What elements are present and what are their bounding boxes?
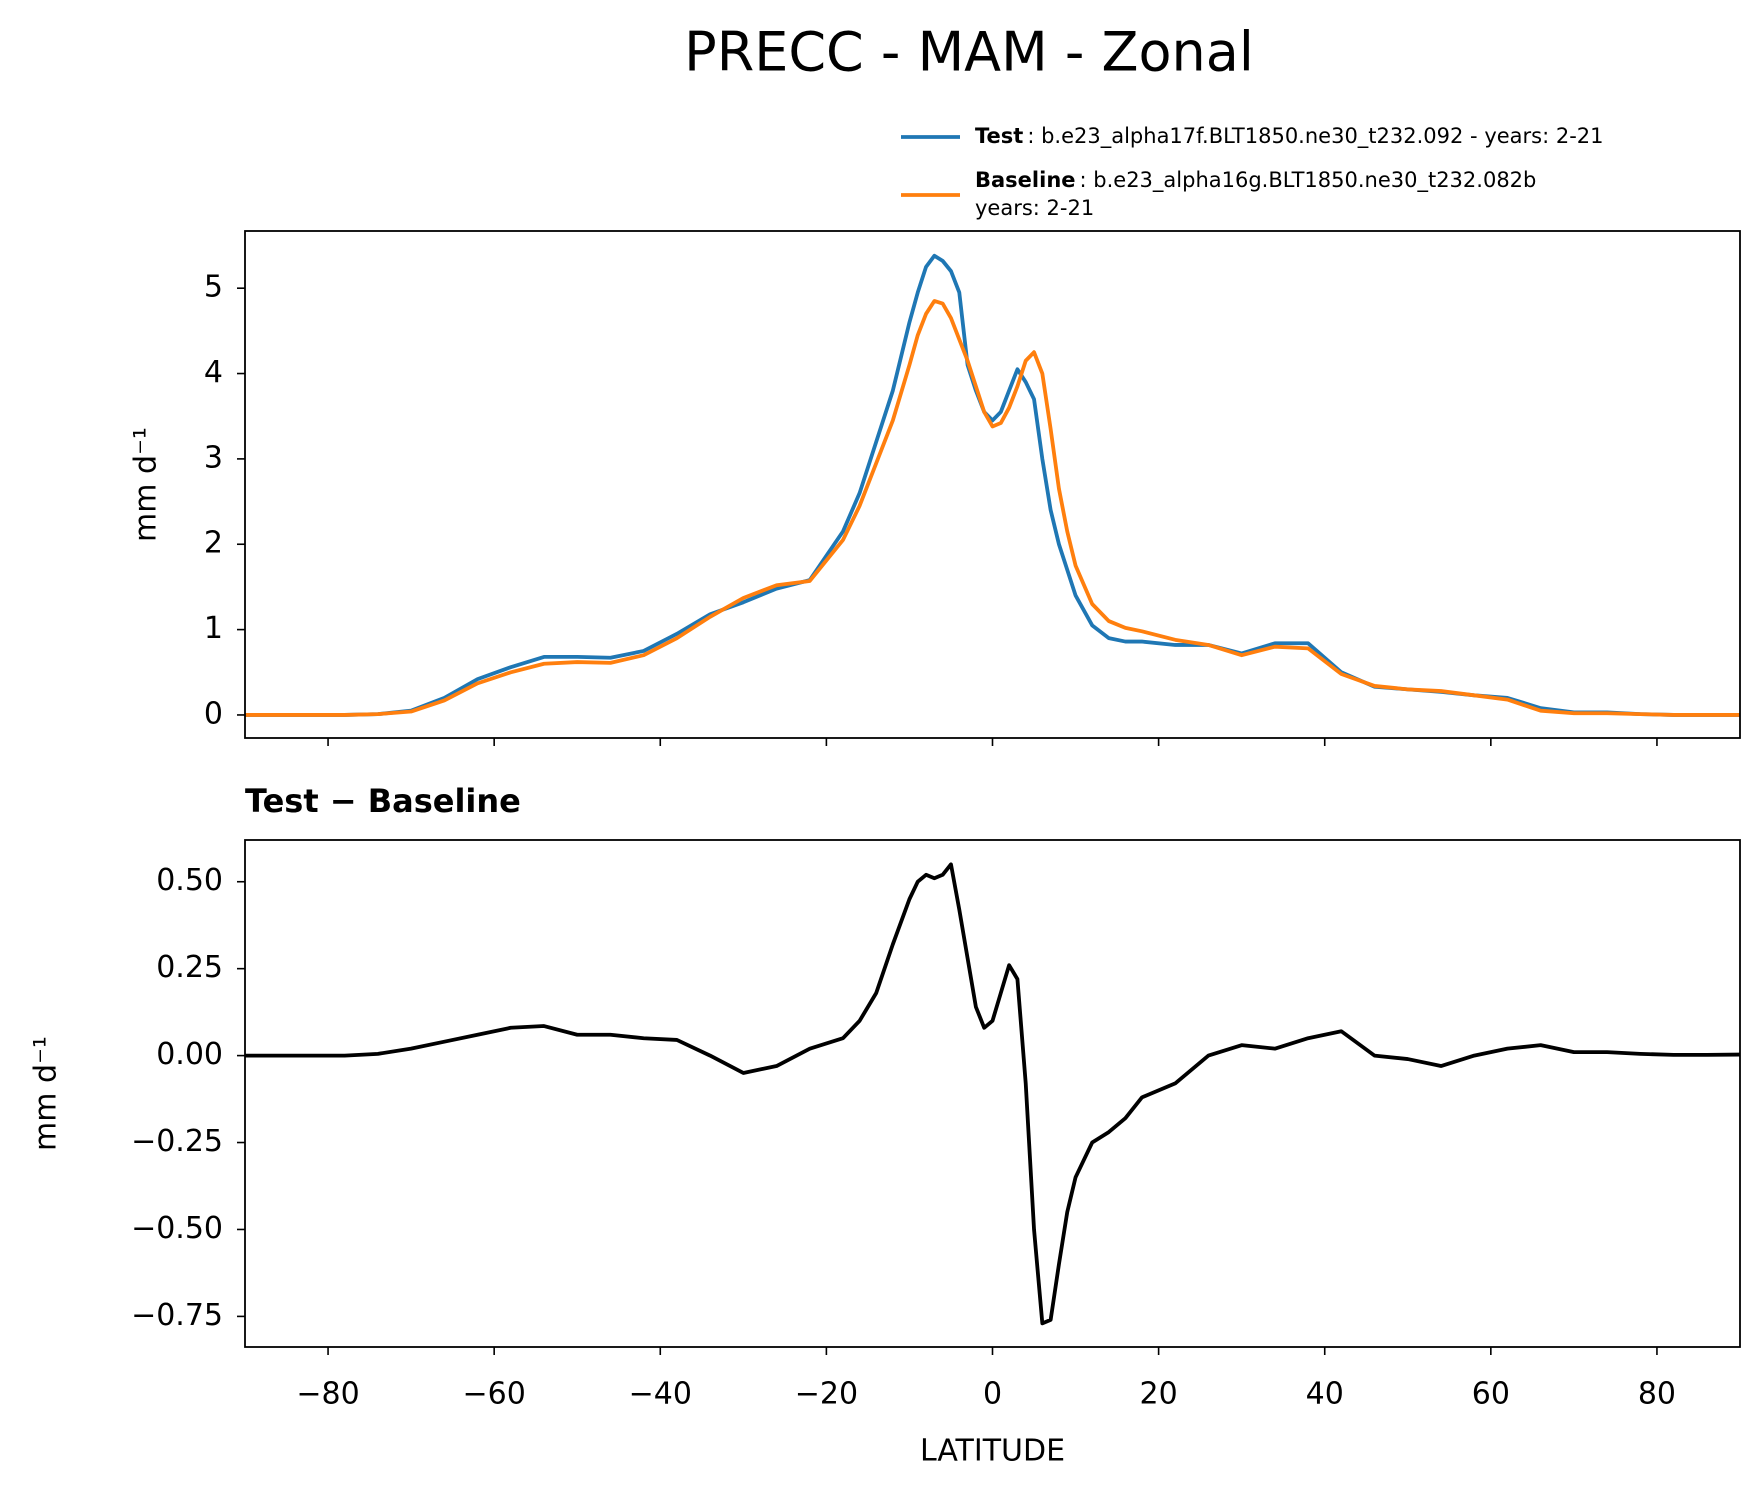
x-tick-label: 0 bbox=[983, 1377, 1002, 1412]
y-tick-label: 0.25 bbox=[156, 950, 223, 985]
x-tick-label: 20 bbox=[1140, 1377, 1178, 1412]
x-tick-label: −60 bbox=[463, 1377, 526, 1412]
y-tick-label: 0.50 bbox=[156, 863, 223, 898]
legend-label: Baseline bbox=[975, 168, 1076, 192]
x-tick-label: 60 bbox=[1472, 1377, 1510, 1412]
y-tick-label: 1 bbox=[204, 611, 223, 646]
axes-frame bbox=[244, 839, 1741, 1348]
y-tick-label: 0.00 bbox=[156, 1037, 223, 1072]
y-axis-label: mm d⁻¹ bbox=[129, 427, 164, 542]
subplot-title: Test − Baseline bbox=[245, 782, 521, 820]
series-line bbox=[245, 862, 1741, 1326]
figure-title: PRECC - MAM - Zonal bbox=[684, 21, 1254, 84]
y-tick-label: 0 bbox=[204, 696, 223, 731]
legend-description: : b.e23_alpha16g.BLT1850.ne30_t232.082b bbox=[1080, 168, 1537, 193]
x-axis-label: LATITUDE bbox=[920, 1434, 1065, 1469]
x-tick-label: −80 bbox=[296, 1377, 359, 1412]
axes-frame bbox=[244, 230, 1741, 739]
y-axis-label: mm d⁻¹ bbox=[29, 1036, 64, 1151]
y-tick-label: −0.75 bbox=[131, 1298, 223, 1333]
series-line bbox=[245, 299, 1740, 717]
y-tick-label: −0.50 bbox=[131, 1211, 223, 1246]
y-tick-label: 2 bbox=[204, 526, 223, 561]
x-tick-label: 40 bbox=[1306, 1377, 1344, 1412]
legend-description: years: 2-21 bbox=[975, 196, 1094, 220]
x-tick-label: −40 bbox=[629, 1377, 692, 1412]
series-line bbox=[245, 253, 1740, 717]
y-tick-label: 3 bbox=[204, 440, 223, 475]
legend-label: Test bbox=[975, 124, 1023, 148]
legend-description: : b.e23_alpha17f.BLT1850.ne30_t232.092 -… bbox=[1027, 124, 1603, 149]
y-tick-label: −0.25 bbox=[131, 1124, 223, 1159]
x-tick-label: −20 bbox=[795, 1377, 858, 1412]
y-tick-label: 4 bbox=[204, 355, 223, 390]
y-tick-label: 5 bbox=[204, 270, 223, 305]
x-tick-label: 80 bbox=[1638, 1377, 1676, 1412]
